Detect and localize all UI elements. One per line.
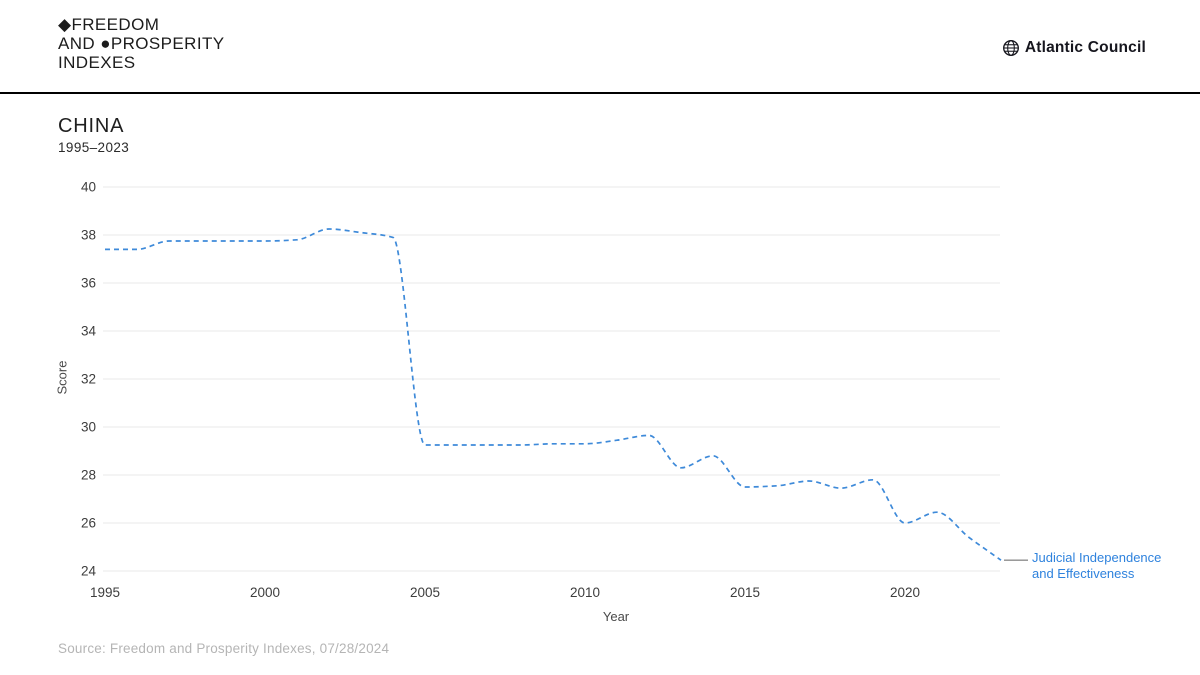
brand-line-3: INDEXES: [58, 53, 136, 72]
atlantic-council-logo: Atlantic Council: [1002, 39, 1146, 57]
brand-line-2: AND ●PROSPERITY: [58, 34, 225, 53]
x-axis-label: Year: [602, 609, 630, 624]
legend-label: Judicial Independence and Effectiveness: [1032, 550, 1161, 582]
x-tick-label: 2015: [730, 585, 760, 600]
legend-label-line-2: and Effectiveness: [1032, 566, 1135, 581]
y-tick-label: 38: [81, 228, 96, 243]
y-tick-label: 36: [81, 276, 96, 291]
header: ◆FREEDOM AND ●PROSPERITY INDEXES Atlanti…: [0, 0, 1200, 92]
chart-subtitle: 1995–2023: [58, 140, 130, 155]
chart-title: CHINA: [58, 115, 125, 137]
brand-line-1: ◆FREEDOM: [58, 15, 160, 34]
y-tick-label: 34: [81, 324, 97, 339]
x-tick-label: 2010: [570, 585, 600, 600]
y-tick-label: 30: [81, 420, 96, 435]
org-name: Atlantic Council: [1024, 39, 1146, 56]
x-tick-label: 2005: [410, 585, 440, 600]
globe-icon: [1002, 40, 1019, 56]
header-divider: [0, 92, 1200, 94]
y-tick-label: 28: [81, 468, 96, 483]
y-tick-label: 40: [81, 180, 96, 195]
legend-label-line-1: Judicial Independence: [1032, 550, 1162, 565]
y-tick-label: 32: [81, 372, 96, 387]
series-line: [105, 228, 1002, 561]
x-tick-label: 1995: [90, 585, 120, 600]
y-tick-label: 24: [81, 564, 97, 579]
x-tick-label: 2020: [890, 585, 920, 600]
y-tick-label: 26: [81, 516, 96, 531]
x-tick-label: 2000: [250, 585, 280, 600]
source-text: Source: Freedom and Prosperity Indexes, …: [58, 641, 390, 656]
brand-logo: ◆FREEDOM AND ●PROSPERITY INDEXES: [58, 15, 224, 72]
y-axis-label: Score: [54, 360, 70, 395]
